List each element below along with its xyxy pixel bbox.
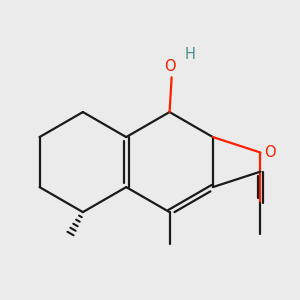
Text: O: O: [264, 145, 276, 160]
Text: O: O: [164, 59, 176, 74]
Text: H: H: [185, 47, 196, 62]
